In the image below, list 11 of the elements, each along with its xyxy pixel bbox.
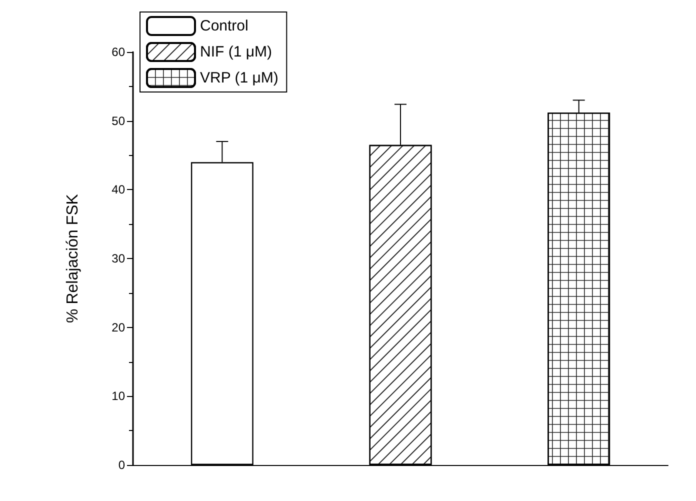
y-tick-label: 30 bbox=[112, 252, 126, 266]
y-tick-label: 10 bbox=[112, 389, 126, 404]
y-tick-label: 40 bbox=[112, 182, 126, 197]
legend-label: Control bbox=[200, 18, 248, 34]
legend-label: VRP (1 μM) bbox=[200, 70, 278, 86]
y-tick-label: 50 bbox=[112, 114, 126, 128]
y-tick-label: 0 bbox=[118, 458, 126, 472]
y-axis-title: % Relajación FSK bbox=[64, 194, 82, 323]
legend-label: NIF (1 μM) bbox=[200, 44, 272, 60]
y-tick-label: 60 bbox=[112, 45, 126, 59]
y-tick-label: 20 bbox=[112, 320, 126, 334]
